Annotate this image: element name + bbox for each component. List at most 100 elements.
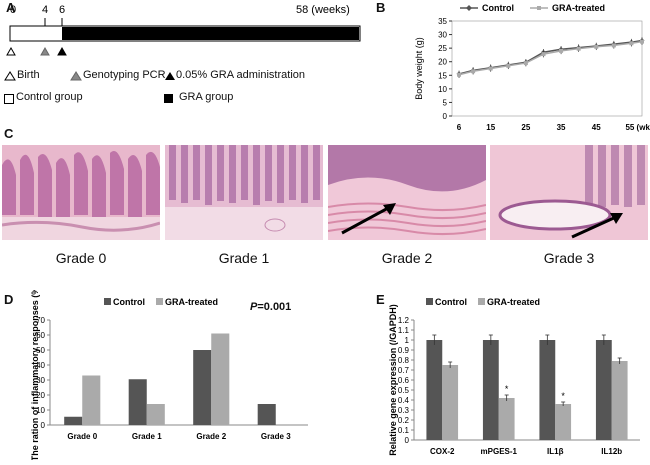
panel-c-label: C <box>4 126 14 141</box>
bar-gra-treated-cox-2 <box>442 365 459 440</box>
panel-a-timeline: 0 4 6 58 (weeks) <box>6 4 361 56</box>
panel-d-label: D <box>4 292 14 307</box>
legend-label-gra-treated: GRA-treated <box>552 3 605 13</box>
data-point-gra-treated <box>471 69 476 74</box>
tick-label-6: 6 <box>59 4 65 16</box>
y-tick-label-0-7: 0.7 <box>398 366 410 375</box>
y-tick-label-0: 0 <box>41 421 46 430</box>
legend-control-swatch <box>4 94 14 104</box>
legend-marker-gra-treated <box>537 6 541 10</box>
legend-label-control: Control <box>482 3 514 13</box>
bar-control-cox-2 <box>426 340 443 440</box>
y-tick-label-0-2: 0.2 <box>398 416 410 425</box>
p-value: P=0.001 <box>250 301 291 313</box>
panel-b-label: B <box>376 0 386 15</box>
y-tick-label-30: 30 <box>36 376 45 385</box>
data-point-gra-treated <box>611 43 616 48</box>
micrograph-grade-2 <box>328 145 486 240</box>
y-tick-label-0-8: 0.8 <box>398 356 410 365</box>
pcr-marker-icon <box>40 46 50 56</box>
bar-gra-treated-il1 <box>555 404 572 440</box>
micrograph-grade-3-image <box>490 145 648 240</box>
y-tick-label-0-5: 0.5 <box>398 386 410 395</box>
gene-expression-chart: 00.10.20.30.40.50.60.70.80.911.11.2 COX-2… <box>388 297 640 456</box>
legend-pcr-icon <box>70 71 82 81</box>
panel-e-label: E <box>376 292 385 307</box>
y-tick-label-40: 40 <box>36 361 45 370</box>
x-tick-label-cox-2: COX-2 <box>430 447 455 456</box>
panel-d-chart: 0 10 20 30 40 50 60 70 Grade 0 Grade 1 Grade 2 Grad… <box>0 284 320 461</box>
micrograph-grade-2-image <box>328 145 486 240</box>
p-value-symbol: P <box>250 301 258 313</box>
x-tick-label-mpges-1: mPGES-1 <box>481 447 518 456</box>
data-point-gra-treated <box>629 41 634 46</box>
y-tick-label-20: 20 <box>36 391 45 400</box>
significance-mark-mpges-1: * <box>505 384 509 394</box>
legend-label-control: Control <box>435 297 467 307</box>
x-tick-label-grade-2: Grade 2 <box>196 432 226 441</box>
y-tick-label-30: 30 <box>438 31 447 40</box>
y-axis-label: The ration of inflammatory responses (%) <box>30 290 40 460</box>
y-tick-label-1-2: 1.2 <box>398 316 410 325</box>
legend-label-gra-treated: GRA-treated <box>165 297 218 307</box>
legend-swatch-control <box>104 298 111 305</box>
y-tick-label-0: 0 <box>405 436 410 445</box>
y-tick-label-10: 10 <box>36 406 45 415</box>
p-value-number: =0.001 <box>257 301 292 313</box>
legend-swatch-gra-treated <box>478 298 485 305</box>
bar-control-il12b <box>595 340 612 440</box>
legend-birth: Birth <box>17 69 40 81</box>
micrograph-grade-0-image <box>2 145 160 240</box>
bar-control-mpges-1 <box>482 340 499 440</box>
body-weight-chart: 0 5 10 15 20 25 30 35 6 15 25 35 45 55 (wks) Body weig… <box>414 3 650 132</box>
x-tick-label-55-wks: 55 (wks) <box>625 123 650 132</box>
y-tick-label-20: 20 <box>438 58 447 67</box>
legend-gra-group: GRA group <box>179 91 234 103</box>
legend-gra-administration: 0.05% GRA administration <box>176 69 306 81</box>
y-tick-label-0-3: 0.3 <box>398 406 410 415</box>
y-tick-label-5: 5 <box>443 98 448 107</box>
data-point-gra-treated <box>488 66 493 71</box>
legend-label-gra-treated: GRA-treated <box>487 297 540 307</box>
data-point-gra-treated <box>457 72 462 77</box>
x-tick-label-il12b: IL12b <box>601 447 622 456</box>
y-tick-label-1: 1 <box>405 336 410 345</box>
bar-control-grade-2 <box>193 350 212 425</box>
micrograph-grade-1 <box>165 145 323 240</box>
bar-gra-treated-mpges-1 <box>498 398 515 440</box>
panel-b-chart: 0 5 10 15 20 25 30 35 6 15 25 35 45 55 (wks) Body weig… <box>410 1 650 136</box>
bar-gra-treated-grade-1 <box>146 404 165 425</box>
legend-swatch-control <box>426 298 433 305</box>
y-tick-label-50: 50 <box>36 346 45 355</box>
plot-area <box>451 20 643 117</box>
bar-control-grade-3 <box>257 404 276 425</box>
y-tick-label-60: 60 <box>36 331 45 340</box>
y-tick-label-0: 0 <box>443 112 448 121</box>
legend-birth-icon <box>4 71 16 81</box>
legend-swatch-gra-treated <box>156 298 163 305</box>
bar-control-il1 <box>539 340 556 440</box>
x-tick-label-25: 25 <box>521 123 530 132</box>
y-tick-label-70: 70 <box>36 316 45 325</box>
x-tick-label-45: 45 <box>592 123 601 132</box>
bar-gra-treated-grade-0 <box>82 375 101 425</box>
legend-label-control: Control <box>113 297 145 307</box>
y-tick-label-0-4: 0.4 <box>398 396 410 405</box>
legend-pcr: Genotyping PCR <box>83 69 166 81</box>
y-axis-label: Body weight (g) <box>414 37 424 100</box>
x-tick-label-il1: IL1β <box>547 447 564 456</box>
legend-gra-icon <box>165 72 175 80</box>
series-line-gra-treated <box>458 40 643 76</box>
x-tick-label-grade-3: Grade 3 <box>261 432 291 441</box>
y-tick-label-1-1: 1.1 <box>398 326 410 335</box>
bar-gra-treated-grade-2 <box>211 333 230 425</box>
inflammatory-response-chart: 0 10 20 30 40 50 60 70 Grade 0 Grade 1 Grade 2 Grad… <box>30 284 308 461</box>
data-point-gra-treated <box>576 46 581 51</box>
y-tick-label-10: 10 <box>438 85 447 94</box>
series-line-control <box>458 39 643 75</box>
bar-control-grade-1 <box>128 379 147 425</box>
micrograph-grade-1-image <box>165 145 323 240</box>
data-point-gra-treated <box>541 52 546 57</box>
panel-e-chart: 0 0.1 0.2 0.3 0.4 0.5 0.6 0.7 0.8 0.9 1 1.1 1.2 COX-2… <box>370 290 650 460</box>
x-tick-label-35: 35 <box>557 123 566 132</box>
